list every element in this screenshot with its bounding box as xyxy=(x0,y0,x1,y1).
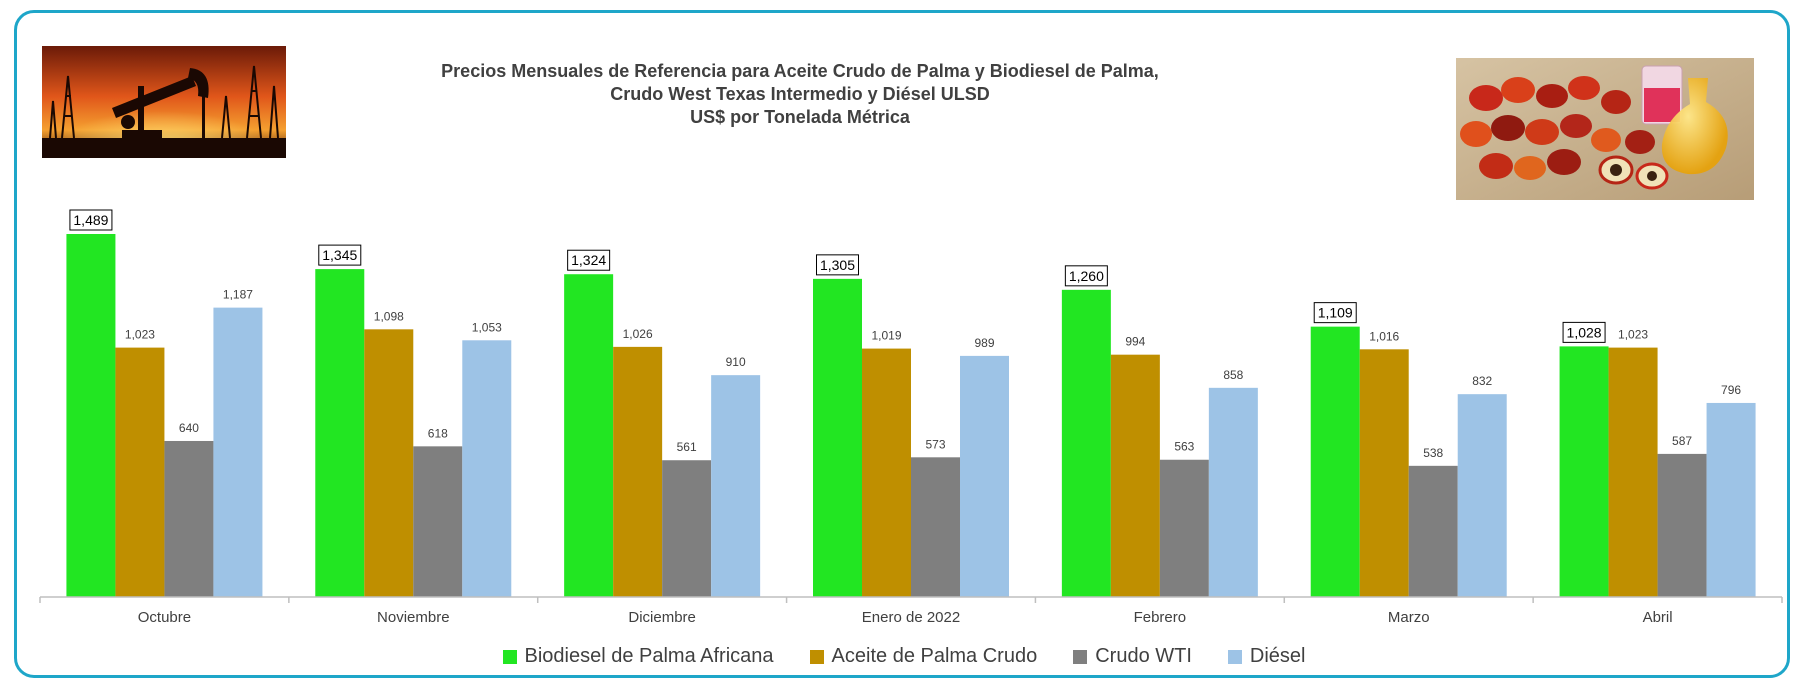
legend-label-4: Diésel xyxy=(1249,645,1306,667)
chart-title-line-1: Precios Mensuales de Referencia para Ace… xyxy=(441,61,1159,81)
data-label-box-5 xyxy=(1064,265,1108,287)
bar-2-7 xyxy=(1608,347,1658,597)
data-label-box-3 xyxy=(567,249,611,271)
data-label-box-4 xyxy=(816,254,859,276)
bar-3-5 xyxy=(1159,459,1209,597)
data-label-4-3: 910 xyxy=(726,355,746,369)
bar-4-4 xyxy=(960,355,1009,597)
data-label-4-1: 1,187 xyxy=(223,288,253,302)
bar-4-1 xyxy=(213,307,263,597)
data-label-3-1: 640 xyxy=(179,421,199,435)
x-tick-label-2: Noviembre xyxy=(377,609,450,626)
legend-swatch-1 xyxy=(502,649,517,664)
chart-title-line-2: Crudo West Texas Intermedio y Diésel ULS… xyxy=(610,84,990,104)
legend-swatch-4 xyxy=(1227,649,1242,664)
bar-2-6 xyxy=(1359,349,1409,597)
data-label-4-7: 796 xyxy=(1721,383,1741,397)
bar-1-6 xyxy=(1310,326,1360,597)
bar-4-3 xyxy=(711,375,761,597)
data-label-4-6: 832 xyxy=(1472,374,1492,388)
legend-label-2: Aceite de Palma Crudo xyxy=(831,645,1038,667)
data-label-1-5: 1,260 xyxy=(1069,268,1104,284)
bar-4-6 xyxy=(1457,394,1507,597)
bar-3-1 xyxy=(164,440,214,597)
bar-2-2 xyxy=(364,329,414,597)
bar-2-3 xyxy=(613,346,663,597)
bar-1-7 xyxy=(1559,346,1609,597)
data-label-2-3: 1,026 xyxy=(623,327,653,341)
bar-4-2 xyxy=(462,340,512,597)
data-label-1-3: 1,324 xyxy=(571,252,606,268)
legend-item-4: Diésel xyxy=(1227,645,1306,668)
data-label-2-4: 1,019 xyxy=(871,329,901,343)
legend-item-2: Aceite de Palma Crudo xyxy=(809,645,1038,668)
bar-3-4 xyxy=(911,457,960,597)
x-tick-label-7: Abril xyxy=(1643,609,1673,626)
palm-fruit-biodiesel-image xyxy=(1456,58,1754,200)
chart-title-line-3: US$ por Tonelada Métrica xyxy=(690,107,910,127)
data-label-1-2: 1,345 xyxy=(322,247,357,263)
data-label-2-7: 1,023 xyxy=(1618,328,1648,342)
data-label-3-4: 573 xyxy=(925,437,945,451)
legend-swatch-3 xyxy=(1073,649,1088,664)
bar-1-2 xyxy=(315,269,365,597)
data-label-3-7: 587 xyxy=(1672,434,1692,448)
legend-item-3: Crudo WTI xyxy=(1073,645,1192,668)
data-label-box-6 xyxy=(1313,302,1357,324)
chart-legend: Biodiesel de Palma Africana Aceite de Pal… xyxy=(0,645,1808,668)
data-label-2-6: 1,016 xyxy=(1369,329,1399,343)
data-label-4-2: 1,053 xyxy=(472,320,502,334)
x-tick-label-5: Febrero xyxy=(1134,609,1187,626)
bar-2-4 xyxy=(862,348,911,597)
bar-1-4 xyxy=(813,278,862,597)
bar-3-6 xyxy=(1408,465,1458,597)
data-label-1-6: 1,109 xyxy=(1318,305,1353,321)
x-tick-label-3: Diciembre xyxy=(628,609,696,626)
data-label-box-2 xyxy=(318,244,362,266)
data-label-2-2: 1,098 xyxy=(374,309,404,323)
data-label-4-4: 989 xyxy=(974,336,994,350)
bar-1-5 xyxy=(1061,289,1111,597)
legend-item-1: Biodiesel de Palma Africana xyxy=(502,645,774,668)
data-label-1-7: 1,028 xyxy=(1567,324,1602,340)
bar-2-5 xyxy=(1110,354,1160,597)
x-tick-label-6: Marzo xyxy=(1388,609,1430,626)
bar-4-7 xyxy=(1706,402,1756,597)
legend-swatch-2 xyxy=(809,649,824,664)
data-label-3-6: 538 xyxy=(1423,446,1443,460)
data-label-2-5: 994 xyxy=(1125,335,1145,349)
legend-label-3: Crudo WTI xyxy=(1095,645,1192,667)
data-label-3-2: 618 xyxy=(428,426,448,440)
bar-1-1 xyxy=(66,234,116,597)
oil-pumpjack-sunset-image xyxy=(42,46,286,158)
bar-3-7 xyxy=(1657,453,1707,597)
bar-3-3 xyxy=(662,460,712,597)
x-tick-label-1: Octubre xyxy=(138,609,191,626)
legend-label-1: Biodiesel de Palma Africana xyxy=(524,645,774,667)
data-label-3-5: 563 xyxy=(1174,440,1194,454)
bar-3-2 xyxy=(413,446,463,597)
data-label-box-7 xyxy=(1562,321,1606,343)
data-label-1-4: 1,305 xyxy=(820,257,855,273)
data-label-2-1: 1,023 xyxy=(125,328,155,342)
bar-4-5 xyxy=(1208,387,1258,597)
data-label-3-3: 561 xyxy=(677,440,697,454)
bar-2-1 xyxy=(115,347,165,597)
data-label-1-1: 1,489 xyxy=(73,212,108,228)
data-label-4-5: 858 xyxy=(1223,368,1243,382)
data-label-box-1 xyxy=(69,209,113,231)
bar-1-3 xyxy=(564,274,614,597)
x-tick-label-4: Enero de 2022 xyxy=(862,609,960,626)
